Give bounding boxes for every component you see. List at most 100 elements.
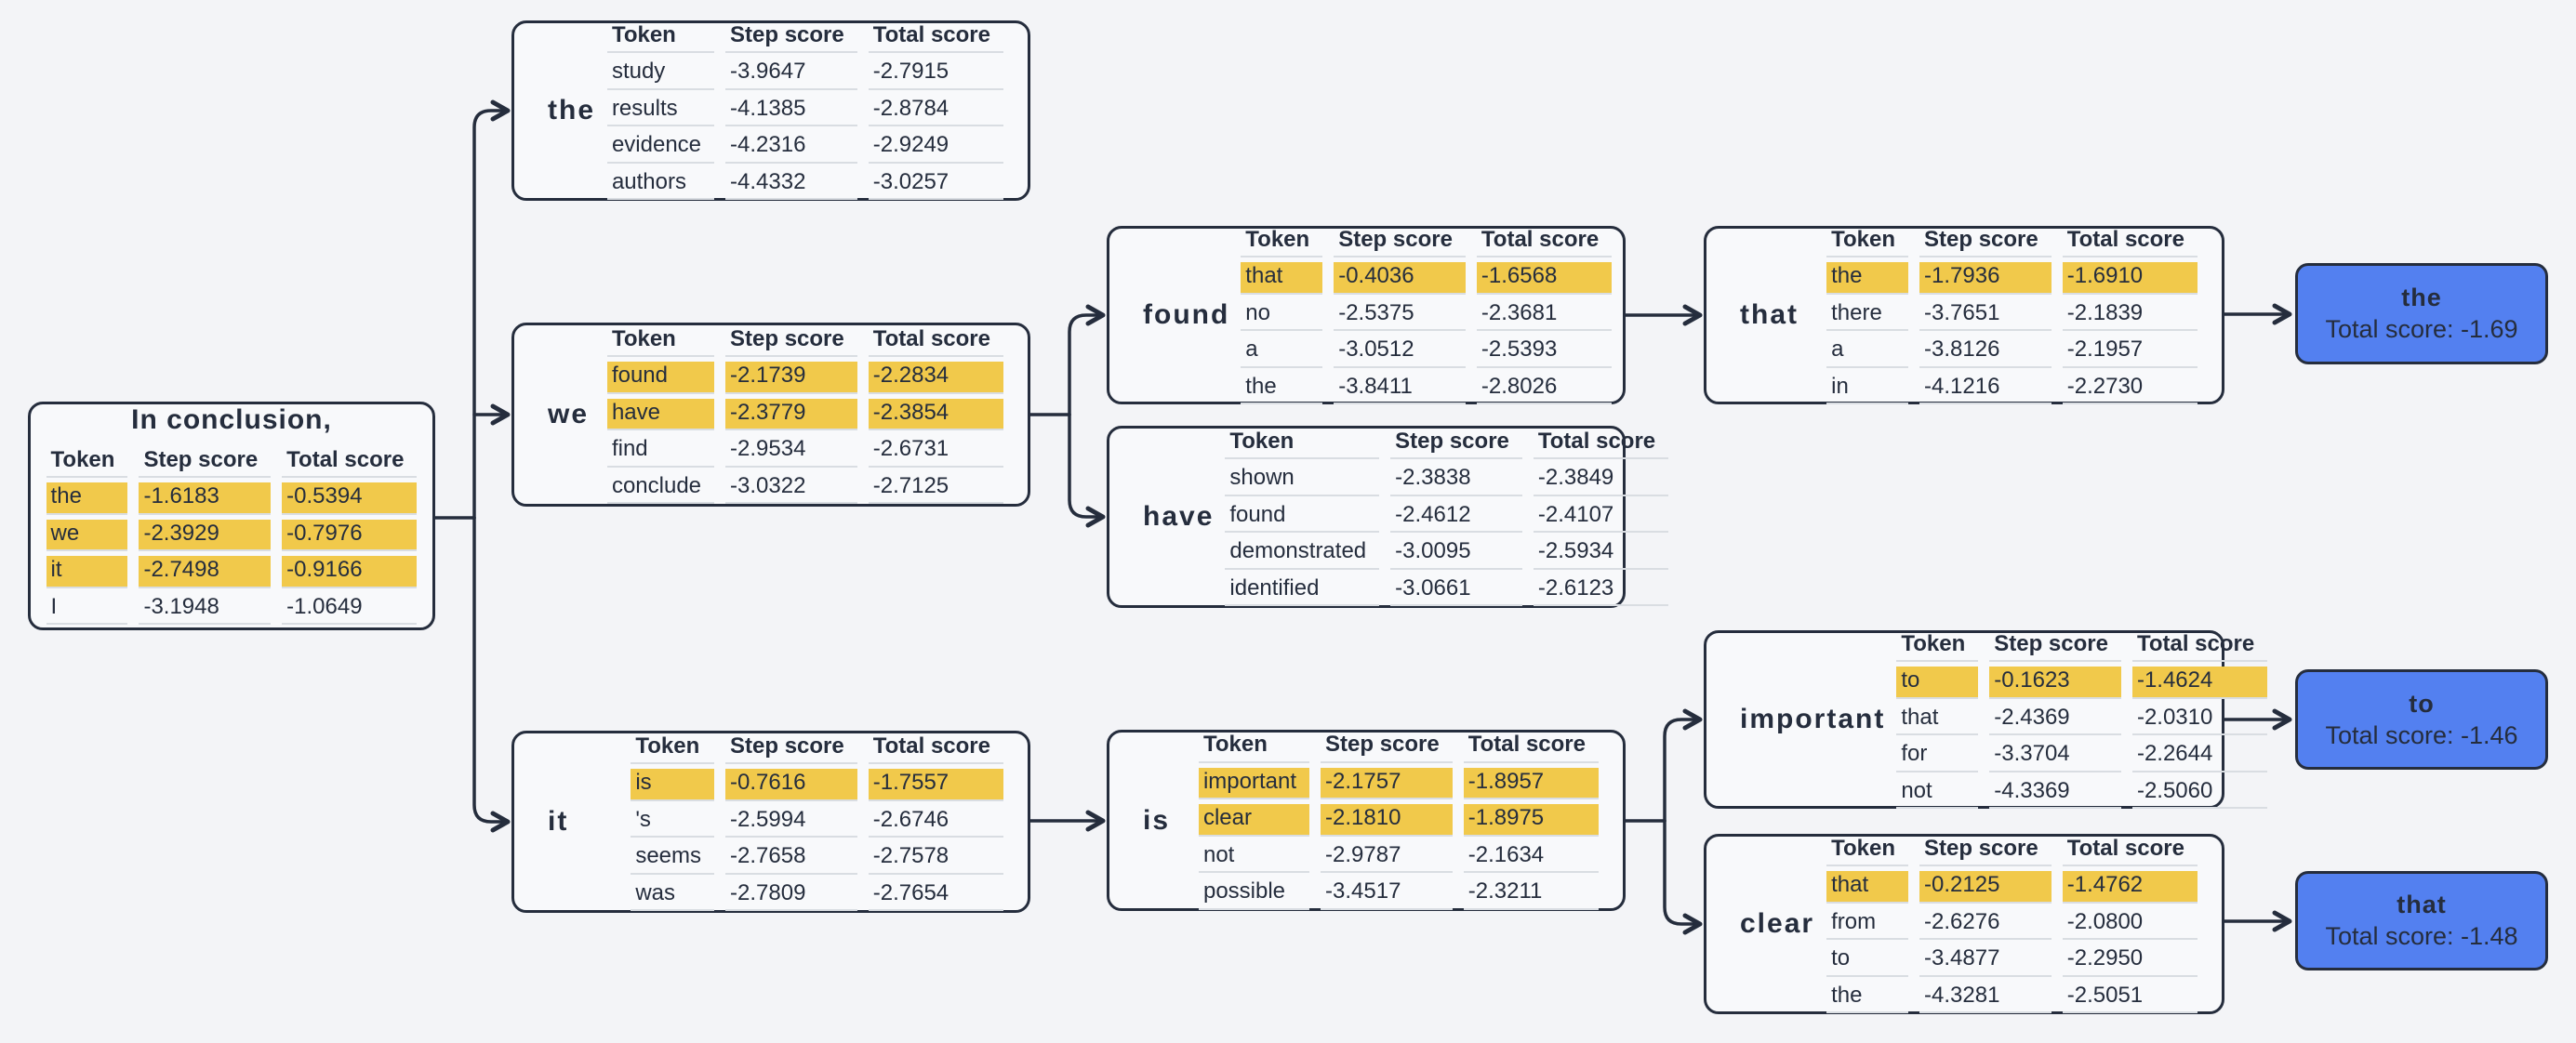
token-cell: the — [1826, 262, 1909, 295]
token-cell: not — [1896, 777, 1979, 810]
score-table: Token Step score Total score study -3.96… — [596, 17, 1015, 205]
token-header: Token — [1826, 226, 1909, 258]
token-cell: to — [1826, 944, 1909, 977]
step-score-cell: -2.4369 — [1989, 704, 2121, 736]
total-score-header: Total score — [868, 21, 1003, 54]
node-found-label: found — [1143, 299, 1230, 330]
total-score-header: Total score — [868, 325, 1003, 358]
node-that-label: that — [1740, 299, 1799, 330]
token-cell: for — [1896, 740, 1979, 772]
token-cell: possible — [1198, 878, 1310, 910]
step-score-cell: -1.6183 — [139, 482, 272, 515]
total-score-cell: -2.3849 — [1533, 464, 1669, 496]
token-header: Token — [1198, 731, 1310, 763]
final-token: to — [2409, 689, 2435, 718]
table-header-row: Token Step score Total score — [1241, 226, 1613, 258]
total-score-cell: -1.7557 — [868, 769, 1003, 801]
total-score-cell: -1.8975 — [1463, 804, 1599, 837]
total-score-header: Total score — [282, 446, 418, 479]
step-score-header: Step score — [725, 733, 857, 765]
total-score-cell: -2.6123 — [1533, 574, 1669, 607]
step-score-cell: -2.7809 — [725, 879, 857, 912]
total-score-cell: -0.5394 — [282, 482, 418, 515]
step-score-cell: -2.7658 — [725, 842, 857, 875]
token-cell: find — [606, 435, 715, 468]
total-score-cell: -2.7915 — [868, 58, 1003, 90]
step-score-cell: -3.4517 — [1321, 878, 1453, 910]
table-row: no -2.5375 -2.3681 — [1241, 299, 1613, 332]
table-row: find -2.9534 -2.6731 — [606, 435, 1003, 468]
total-score-cell: -2.1957 — [2062, 336, 2198, 368]
node-clear-label: clear — [1740, 908, 1815, 939]
node-we: we Token Step score Total score found -2… — [511, 323, 1030, 507]
total-score-cell: -2.9249 — [868, 131, 1003, 164]
final-node-the: the Total score: -1.69 — [2295, 263, 2548, 364]
total-score-cell: -2.2834 — [868, 362, 1003, 394]
step-score-cell: -2.6276 — [1919, 908, 2052, 941]
node-clear: clear Token Step score Total score that … — [1704, 834, 2224, 1014]
token-header: Token — [631, 733, 715, 765]
step-score-header: Step score — [1989, 630, 2121, 663]
table-row: clear -2.1810 -1.8975 — [1198, 804, 1599, 837]
final-total-score: Total score: -1.69 — [2325, 315, 2518, 343]
total-score-cell: -2.7578 — [868, 842, 1003, 875]
table-header-row: Token Step score Total score — [1896, 630, 2268, 663]
final-total-score: Total score: -1.46 — [2325, 720, 2518, 749]
table-row: to -3.4877 -2.2950 — [1826, 944, 2198, 977]
token-header: Token — [1241, 226, 1323, 258]
token-cell: conclude — [606, 472, 715, 505]
table-row: 's -2.5994 -2.6746 — [631, 806, 1003, 838]
table-row: I -3.1948 -1.0649 — [46, 593, 418, 626]
final-node-that: that Total score: -1.48 — [2295, 871, 2548, 970]
token-cell: the — [46, 482, 128, 515]
total-score-cell: -2.5051 — [2062, 982, 2198, 1014]
total-score-cell: -1.4762 — [2062, 871, 2198, 904]
score-table: Token Step score Total score the -1.7936… — [1815, 221, 2209, 410]
table-row: was -2.7809 -2.7654 — [631, 879, 1003, 912]
step-score-cell: -2.7498 — [139, 556, 272, 588]
table-header-row: Token Step score Total score — [46, 446, 418, 479]
total-score-cell: -2.5934 — [1533, 537, 1669, 570]
step-score-header: Step score — [139, 446, 272, 479]
table-row: that -0.4036 -1.6568 — [1241, 262, 1613, 295]
root-prompt-title: In conclusion, — [131, 403, 332, 435]
step-score-cell: -3.7651 — [1919, 299, 2052, 332]
step-score-header: Step score — [725, 325, 857, 358]
total-score-cell: -2.7654 — [868, 879, 1003, 912]
total-score-cell: -1.6910 — [2062, 262, 2198, 295]
score-table: Token Step score Total score found -2.17… — [596, 321, 1015, 509]
step-score-header: Step score — [1321, 731, 1453, 763]
score-table: Token Step score Total score the -1.6183… — [35, 442, 429, 630]
table-row: a -3.0512 -2.5393 — [1241, 336, 1613, 368]
total-score-cell: -2.3211 — [1463, 878, 1599, 910]
table-row: found -2.4612 -2.4107 — [1225, 501, 1669, 534]
total-score-cell: -2.7125 — [868, 472, 1003, 505]
total-score-cell: -2.8026 — [1476, 373, 1613, 405]
total-score-cell: -2.6731 — [868, 435, 1003, 468]
token-cell: have — [606, 398, 715, 431]
table-row: in -4.1216 -2.2730 — [1826, 373, 2198, 405]
final-token: the — [2401, 284, 2442, 311]
score-table: Token Step score Total score that -0.403… — [1229, 221, 1623, 410]
token-header: Token — [1896, 630, 1979, 663]
table-header-row: Token Step score Total score — [606, 325, 1003, 358]
table-row: for -3.3704 -2.2644 — [1896, 740, 2268, 772]
step-score-cell: -4.4332 — [725, 168, 857, 201]
token-cell: shown — [1225, 464, 1380, 496]
score-table: Token Step score Total score important -… — [1188, 726, 1610, 915]
step-score-cell: -2.3838 — [1390, 464, 1522, 496]
token-cell: no — [1241, 299, 1323, 332]
connector-is-important — [1663, 708, 1703, 823]
total-score-cell: -1.8957 — [1463, 767, 1599, 800]
table-row: that -2.4369 -2.0310 — [1896, 704, 2268, 736]
token-header: Token — [606, 325, 715, 358]
table-row: the -4.3281 -2.5051 — [1826, 982, 2198, 1014]
total-score-cell: -2.0310 — [2131, 704, 2268, 736]
total-score-cell: -0.7976 — [282, 519, 418, 552]
node-it: it Token Step score Total score is -0.76… — [511, 731, 1030, 913]
total-score-cell: -2.1634 — [1463, 841, 1599, 874]
step-score-cell: -3.8411 — [1334, 373, 1466, 405]
step-score-cell: -2.5994 — [725, 806, 857, 838]
step-score-cell: -3.3704 — [1989, 740, 2121, 772]
